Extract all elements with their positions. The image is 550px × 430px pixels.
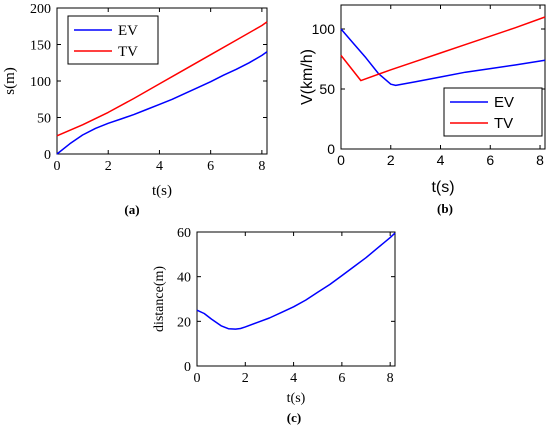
x-tick-label: 8	[258, 159, 265, 174]
y-tick-label: 100	[30, 75, 51, 90]
x-tick-label: 4	[437, 152, 445, 168]
x-tick-label: 6	[338, 371, 345, 386]
panel-label: (b)	[437, 201, 453, 216]
legend-label-tv: TV	[118, 44, 138, 60]
x-tick-label: 2	[387, 152, 395, 168]
x-tick-label: 0	[337, 152, 345, 168]
y-tick-label: 0	[327, 141, 335, 157]
chart-a: 0 2 4 6 8 0 50 100 150 200 t(s) s(m) (a) EV TV	[2, 2, 268, 217]
legend-label-ev: EV	[494, 94, 514, 111]
x-tick-label: 6	[486, 152, 494, 168]
x-tick-label: 2	[105, 159, 112, 174]
series-line-ev	[340, 28, 546, 87]
legend-label-ev: EV	[118, 23, 138, 39]
y-tick-label: 150	[30, 39, 51, 54]
x-tick-label: 4	[290, 371, 297, 386]
x-tick-label: 4	[156, 159, 163, 174]
y-tick-label: 0	[184, 360, 191, 375]
panel-label: (a)	[124, 202, 139, 217]
x-tick-label: 8	[536, 152, 544, 168]
x-axis-label: t(s)	[431, 179, 454, 196]
y-axis-label: V(km/h)	[299, 49, 316, 105]
x-tick-label: 0	[194, 371, 201, 386]
x-tick-label: 8	[387, 371, 394, 386]
y-tick-label: 200	[30, 2, 51, 17]
x-tick-label: 0	[54, 159, 61, 174]
y-axis-label: distance(m)	[152, 266, 167, 332]
legend-box	[67, 15, 159, 65]
legend-a: EV TV	[67, 15, 159, 65]
y-tick-label: 60	[177, 226, 191, 241]
series-line-distance	[196, 232, 396, 330]
y-tick-label: 100	[312, 21, 336, 37]
series-line-tv	[56, 21, 268, 137]
x-tick-label: 2	[242, 371, 249, 386]
x-axis-label: t(s)	[287, 391, 306, 406]
legend-box	[443, 87, 543, 137]
x-axis-label: t(s)	[152, 183, 172, 199]
series-line-ev	[56, 51, 268, 155]
y-tick-label: 50	[319, 81, 335, 97]
y-tick-label: 40	[177, 271, 191, 286]
legend-label-tv: TV	[494, 115, 513, 132]
chart-c: 0 2 4 6 8 0 20 40 60 t(s) distance(m) (c)	[152, 226, 396, 425]
y-tick-label: 50	[37, 112, 51, 127]
chart-b: 0 2 4 6 8 0 50 100 t(s) V(km/h) (b) EV TV	[299, 4, 546, 216]
panel-label: (c)	[287, 410, 301, 425]
series-line-tv	[340, 16, 546, 82]
y-axis-label: s(m)	[2, 67, 18, 95]
y-tick-label: 20	[177, 315, 191, 330]
legend-b: EV TV	[443, 87, 543, 137]
plot-area-c	[196, 231, 396, 367]
y-tick-label: 0	[44, 148, 51, 163]
x-tick-label: 6	[207, 159, 214, 174]
